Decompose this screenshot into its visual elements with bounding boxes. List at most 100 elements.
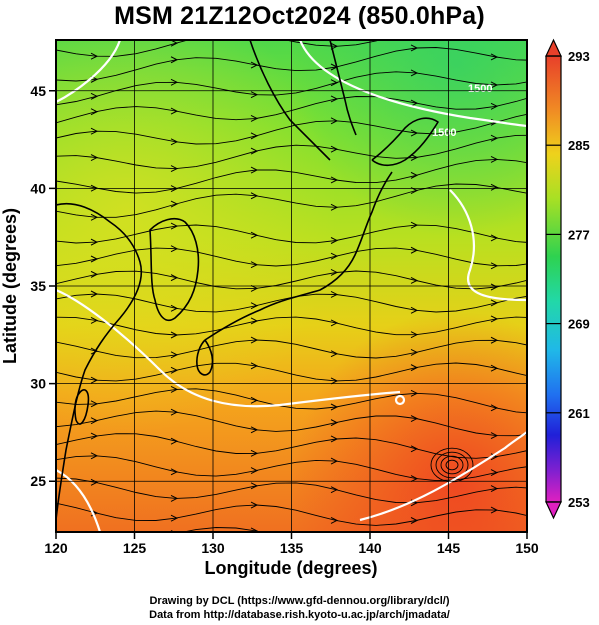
contour-line xyxy=(359,431,527,522)
streamline-arrow xyxy=(170,408,179,416)
vortex-ring xyxy=(440,455,464,475)
streamline-arrow xyxy=(250,396,259,404)
x-tick-label: 150 xyxy=(515,540,539,556)
streamline-arrow xyxy=(410,69,419,77)
contour-line xyxy=(56,469,102,532)
streamline-arrow xyxy=(170,245,179,253)
streamline-arrow xyxy=(490,432,499,440)
colorbar-bottom-arrow xyxy=(545,501,562,520)
streamline-arrow xyxy=(90,316,99,324)
streamline-arrow xyxy=(250,317,259,325)
streamline-arrow xyxy=(250,362,259,370)
lat-lon-grid xyxy=(56,40,527,532)
x-tick-label: 120 xyxy=(44,540,68,556)
chart-title: MSM 21Z12Oct2024 (850.0hPa) xyxy=(114,2,485,30)
streamline-arrow xyxy=(330,457,339,465)
streamline-arrow xyxy=(90,52,99,60)
streamline-arrow xyxy=(410,171,419,179)
streamline-arrow xyxy=(490,183,499,191)
x-axis-title: Longitude (degrees) xyxy=(204,558,377,578)
streamline-arrow xyxy=(250,261,259,269)
streamline xyxy=(56,502,527,526)
coastline-korea xyxy=(149,218,200,322)
contour-line xyxy=(394,394,406,406)
streamline-arrow xyxy=(90,400,99,408)
streamline-arrow xyxy=(170,274,179,282)
streamline-arrow xyxy=(250,91,259,99)
colorbar-label: 293 xyxy=(568,49,590,64)
colorbar-label: 285 xyxy=(568,138,590,153)
streamline xyxy=(56,339,527,359)
streamline xyxy=(56,477,527,504)
streamline-arrow xyxy=(251,32,257,38)
coastline-taiwan xyxy=(74,389,90,425)
streamline-arrow xyxy=(90,92,99,100)
streamline xyxy=(56,158,527,194)
streamline-arrow xyxy=(170,107,179,115)
streamline-arrow xyxy=(491,23,497,29)
streamline-arrow xyxy=(410,99,419,107)
streamline-arrow xyxy=(490,262,499,270)
streamline-arrow xyxy=(410,348,419,356)
streamline-arrow xyxy=(330,516,339,524)
streamline-arrow xyxy=(330,237,339,244)
streamline xyxy=(56,388,527,414)
streamline-arrow xyxy=(90,238,99,246)
streamline-arrow xyxy=(90,347,99,355)
streamline-arrow xyxy=(490,81,499,89)
streamline-arrow xyxy=(90,108,99,116)
streamline-arrow xyxy=(250,527,259,532)
streamline xyxy=(56,316,527,336)
x-tick-label: 140 xyxy=(358,540,382,556)
streamline-arrow xyxy=(170,200,179,208)
contour-lines xyxy=(56,40,527,532)
streamline-arrow xyxy=(410,475,419,483)
streamline xyxy=(56,40,381,57)
coastline-china xyxy=(56,203,143,521)
streamline-arrow xyxy=(490,283,499,291)
streamline-arrow xyxy=(250,426,259,434)
streamline xyxy=(56,183,527,218)
streamline-arrow xyxy=(170,40,179,47)
streamline xyxy=(56,71,527,106)
streamline-arrow xyxy=(490,102,499,110)
streamline-arrow xyxy=(250,336,259,344)
streamline-arrow xyxy=(90,213,99,221)
streamline-arrow xyxy=(490,485,499,493)
streamline-arrow xyxy=(90,376,99,384)
coastline-japan-kyushu xyxy=(196,339,214,376)
colorbar-label: 269 xyxy=(568,317,590,332)
streamline-arrow xyxy=(250,284,259,292)
contour-line xyxy=(56,40,122,103)
streamline-arrow xyxy=(330,95,339,103)
contour-label: 1500 xyxy=(432,127,456,139)
streamline-arrow xyxy=(250,467,259,475)
streamline-arrow xyxy=(410,364,419,372)
streamline xyxy=(56,47,527,82)
coastline-japan-hokkaido xyxy=(371,117,439,167)
contour-line xyxy=(56,288,401,408)
streamline-arrow xyxy=(330,350,339,358)
x-tick-label: 130 xyxy=(201,540,225,556)
streamline-arrow xyxy=(170,222,179,230)
streamline-arrow xyxy=(170,385,179,393)
streamline-arrow xyxy=(410,277,419,284)
streamline-arrow xyxy=(250,501,259,509)
contour-label: 1500 xyxy=(468,83,492,95)
streamline-arrow xyxy=(491,535,497,541)
streamline-arrow xyxy=(330,42,339,50)
vortex-ring xyxy=(445,459,459,471)
streamline-arrow xyxy=(410,331,419,339)
streamline-arrow xyxy=(170,138,179,146)
streamline-arrow xyxy=(490,53,499,61)
streamline-arrow xyxy=(330,291,339,298)
streamline-arrow xyxy=(170,56,179,64)
streamline-arrow xyxy=(170,78,179,86)
streamline-arrow xyxy=(410,445,419,453)
streamline-arrow xyxy=(410,221,419,229)
streamline-arrow xyxy=(410,44,419,52)
streamline-arrow xyxy=(91,539,97,545)
streamline-arrow xyxy=(330,419,339,427)
colorbar-label: 253 xyxy=(568,495,590,510)
